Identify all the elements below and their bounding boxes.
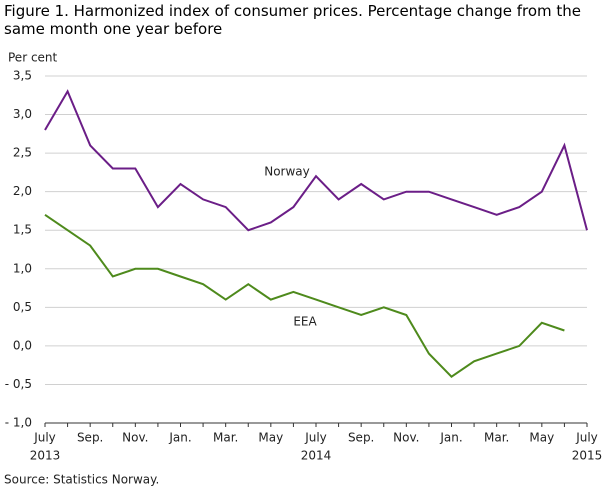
x-tick-label: May [258, 431, 283, 445]
series-label: EEA [293, 315, 317, 329]
x-year-label: 2015 [572, 449, 603, 463]
y-tick-label: 0,0 [13, 338, 32, 352]
y-tick-label: 2,0 [13, 184, 32, 198]
y-tick-label: 1,0 [13, 261, 32, 275]
x-tick-label: Jan. [168, 431, 191, 445]
x-year-label: 2014 [301, 449, 332, 463]
y-tick-label: 3,5 [13, 69, 32, 83]
x-tick-label: Nov. [393, 431, 419, 445]
x-tick-label: July [575, 431, 598, 445]
y-axis-label: Per cent [8, 51, 58, 65]
x-tick-label: Mar. [484, 431, 509, 445]
x-tick-label: July [304, 431, 327, 445]
series-line [44, 213, 565, 378]
y-tick-label: 2,5 [13, 146, 32, 160]
y-tick-label: 1,5 [13, 223, 32, 237]
series-label: Norway [264, 165, 310, 179]
source: Source: Statistics Norway. [4, 473, 159, 487]
y-tick-label: 3,0 [13, 107, 32, 121]
x-tick-label: Nov. [122, 431, 148, 445]
x-tick-label: Sep. [77, 431, 103, 445]
x-tick-label: July [33, 431, 56, 445]
chart-title: Figure 1. Harmonized index of consumer p… [4, 2, 582, 38]
y-tick-label: - 0,5 [5, 377, 32, 391]
x-tick-label: Sep. [348, 431, 374, 445]
x-tick-label: Jan. [439, 431, 462, 445]
y-tick-label: - 1,0 [5, 416, 32, 430]
x-tick-label: May [529, 431, 554, 445]
x-tick-label: Mar. [213, 431, 238, 445]
series-line [44, 89, 588, 232]
x-year-label: 2013 [30, 449, 61, 463]
y-tick-label: 0,5 [13, 300, 32, 314]
